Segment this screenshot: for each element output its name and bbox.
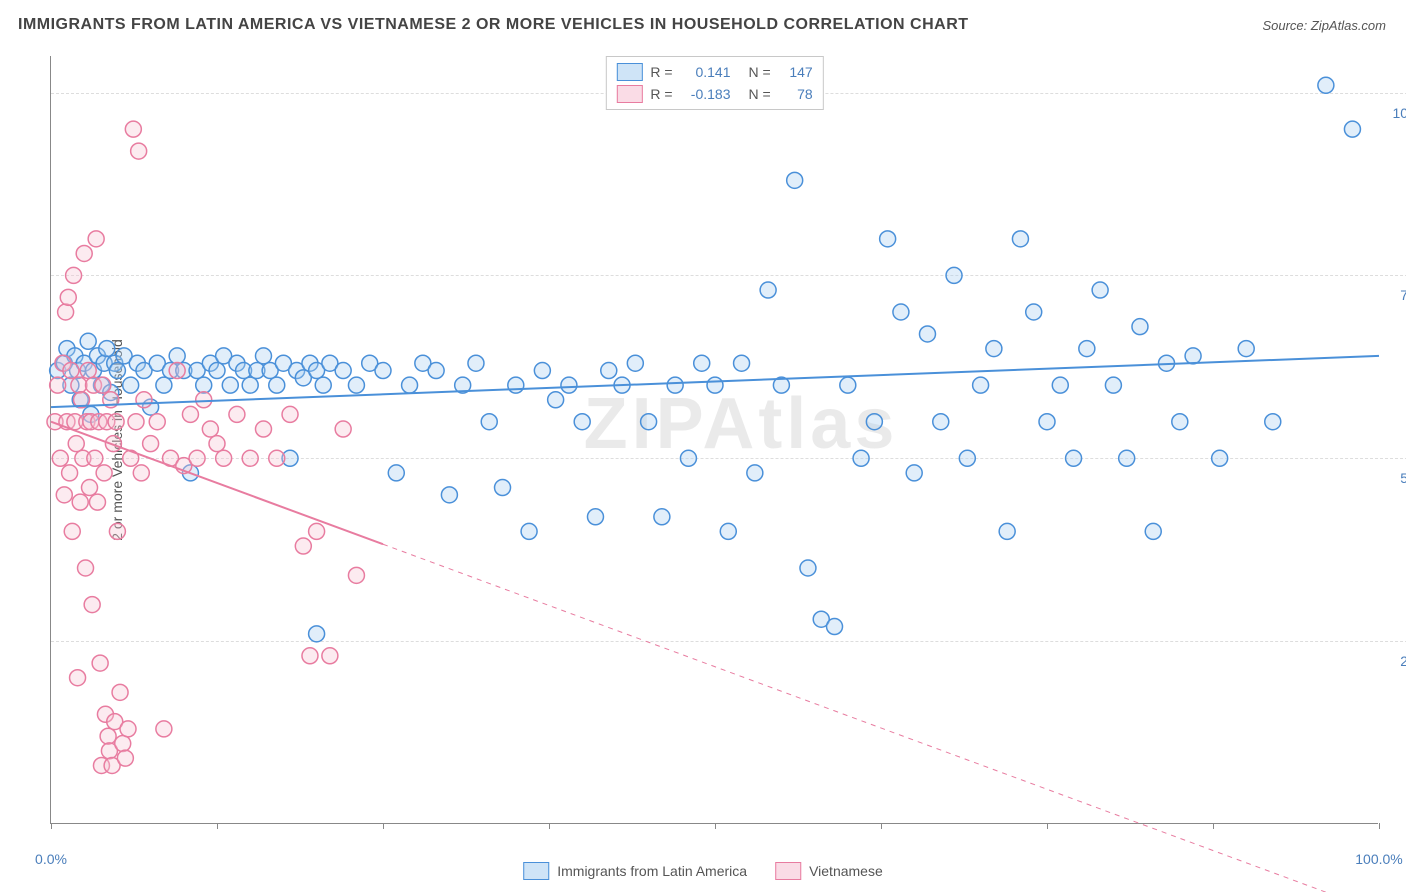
y-tick-label: 50.0% [1400, 470, 1406, 486]
n-label: N = [749, 64, 771, 80]
x-tick [217, 823, 218, 829]
source-value: ZipAtlas.com [1311, 18, 1386, 33]
r-label: R = [650, 86, 672, 102]
source-prefix: Source: [1262, 18, 1310, 33]
x-tick-label: 100.0% [1355, 851, 1402, 867]
r-value: 0.141 [681, 64, 731, 80]
legend-item: Immigrants from Latin America [523, 862, 747, 880]
chart-container: { "title": "IMMIGRANTS FROM LATIN AMERIC… [0, 0, 1406, 892]
r-value: -0.183 [681, 86, 731, 102]
plot-region: ZIPAtlas R = 0.141 N = 147 R = -0.183 N … [50, 56, 1378, 824]
x-tick-label: 0.0% [35, 851, 67, 867]
trend-line [51, 356, 1379, 407]
legend-swatch [616, 85, 642, 103]
legend-item: Vietnamese [775, 862, 883, 880]
n-label: N = [749, 86, 771, 102]
x-tick [51, 823, 52, 829]
correlation-row: R = -0.183 N = 78 [616, 83, 812, 105]
chart-area: ZIPAtlas R = 0.141 N = 147 R = -0.183 N … [50, 56, 1378, 824]
x-tick [549, 823, 550, 829]
legend-label: Vietnamese [809, 863, 883, 879]
y-tick-label: 25.0% [1400, 653, 1406, 669]
x-tick [715, 823, 716, 829]
trend-line-solid [51, 422, 383, 545]
legend-swatch [616, 63, 642, 81]
x-tick [1213, 823, 1214, 829]
r-label: R = [650, 64, 672, 80]
correlation-legend: R = 0.141 N = 147 R = -0.183 N = 78 [605, 56, 823, 110]
legend-label: Immigrants from Latin America [557, 863, 747, 879]
source-attribution: Source: ZipAtlas.com [1262, 18, 1386, 33]
correlation-row: R = 0.141 N = 147 [616, 61, 812, 83]
legend-swatch [523, 862, 549, 880]
trend-line-dashed [383, 544, 1379, 892]
series-legend: Immigrants from Latin America Vietnamese [523, 862, 883, 880]
x-tick [881, 823, 882, 829]
legend-swatch [775, 862, 801, 880]
n-value: 147 [779, 64, 813, 80]
n-value: 78 [779, 86, 813, 102]
y-tick-label: 100.0% [1393, 105, 1406, 121]
chart-title: IMMIGRANTS FROM LATIN AMERICA VS VIETNAM… [18, 16, 969, 34]
x-tick [1047, 823, 1048, 829]
x-tick [383, 823, 384, 829]
y-tick-label: 75.0% [1400, 287, 1406, 303]
trend-lines-layer [51, 56, 1378, 823]
x-tick [1379, 823, 1380, 829]
